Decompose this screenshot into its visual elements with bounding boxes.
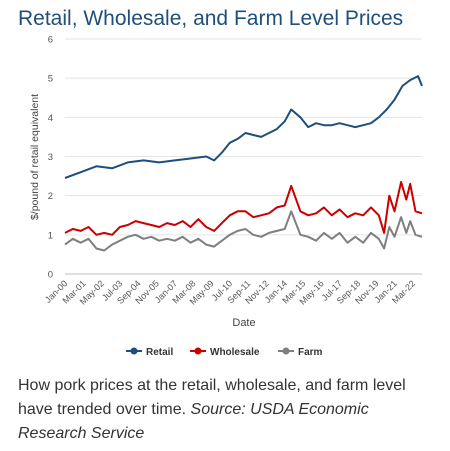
- y-tick-label: 5: [48, 74, 53, 85]
- legend-label: Wholesale: [210, 347, 260, 358]
- y-tick-label: 0: [48, 270, 53, 281]
- legend-item-retail: Retail: [126, 347, 173, 358]
- y-tick-label: 3: [48, 152, 53, 163]
- chart-grid: [65, 38, 422, 275]
- legend-item-wholesale: Wholesale: [190, 347, 260, 358]
- series-lines: [64, 75, 423, 252]
- y-axis-label: $/pound of retail equivalent: [29, 94, 41, 220]
- legend-marker: [194, 347, 202, 355]
- y-axis-ticks: 0 1 2 3 4 5 6: [48, 35, 53, 281]
- series-line-retail: [64, 75, 423, 179]
- caption-source: Source: USDA Economic Research Service: [18, 401, 369, 442]
- x-axis-ticks: Jan-00Mar-01May-02Jul-03Sep-04Nov-05Jan-…: [43, 278, 417, 306]
- x-axis-label: Date: [232, 317, 255, 329]
- y-tick-label: 4: [48, 113, 53, 124]
- y-tick-label: 1: [48, 230, 53, 241]
- legend-label: Retail: [146, 347, 173, 358]
- series-line-wholesale: [64, 181, 423, 236]
- y-tick-label: 6: [48, 35, 53, 46]
- line-chart: 0 1 2 3 4 5 6 Jan-00Mar-01May-02Jul-03Sep-04No…: [29, 35, 423, 358]
- legend-label: Farm: [298, 347, 323, 358]
- legend-item-farm: Farm: [278, 347, 323, 358]
- series-line-farm: [64, 210, 423, 252]
- y-tick-label: 2: [48, 191, 53, 202]
- page-title: Retail, Wholesale, and Farm Level Prices: [18, 7, 404, 30]
- caption-text: How pork prices at the retail, wholesale…: [18, 377, 406, 418]
- figure-caption: How pork prices at the retail, wholesale…: [18, 374, 438, 446]
- chart-legend: Retail Wholesale Farm: [126, 347, 323, 358]
- legend-marker: [130, 347, 138, 355]
- legend-marker: [282, 347, 290, 355]
